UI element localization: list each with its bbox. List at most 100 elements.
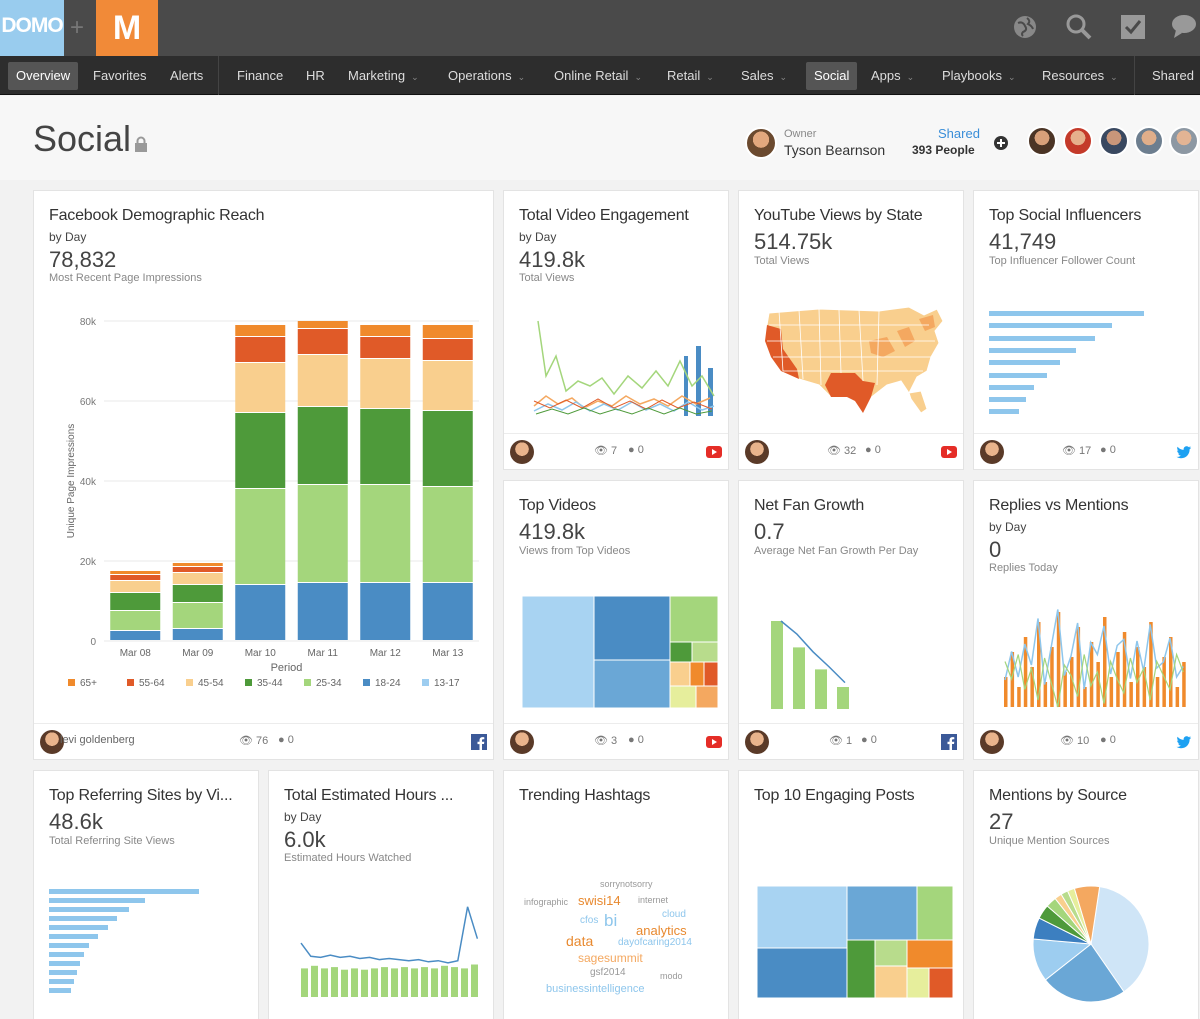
bar-line-chart[interactable] — [297, 889, 483, 999]
owner-avatar[interactable] — [745, 440, 769, 464]
bar — [371, 968, 378, 997]
avatar[interactable] — [1063, 126, 1093, 156]
hashtag-word[interactable]: infographic — [524, 897, 569, 907]
nav-resources[interactable]: Resources ⌄ — [1034, 62, 1126, 90]
owner-avatar[interactable] — [745, 127, 777, 159]
nav-apps[interactable]: Apps ⌄ — [863, 62, 922, 90]
hashtag-word[interactable]: analytics — [636, 923, 687, 938]
card-total-video-engagement[interactable]: Total Video Engagement by Day 419.8k Tot… — [503, 190, 729, 470]
horizontal-bar-chart[interactable] — [49, 889, 229, 1019]
facebook-icon[interactable] — [471, 734, 487, 750]
avatar[interactable] — [1027, 126, 1057, 156]
hashtag-word[interactable]: cfos — [580, 915, 599, 926]
hashtag-word[interactable]: dayofcaring2014 — [618, 937, 692, 948]
card-youtube-views-by-state[interactable]: YouTube Views by State 514.75k Total Vie… — [738, 190, 964, 470]
stacked-bar-chart[interactable]: 0 20k 40k 60k 80k Mar 08 Mar 09 Mar 10 Mar 11 Mar… — [34, 301, 495, 711]
hashtag-word[interactable]: cloud — [662, 909, 686, 920]
treemap-chart[interactable] — [522, 596, 718, 708]
card-footer: 👁 7 ● 0 — [504, 433, 728, 469]
twitter-icon[interactable] — [1176, 734, 1192, 750]
nav-retail[interactable]: Retail ⌄ — [659, 62, 722, 90]
twitter-icon[interactable] — [1176, 444, 1192, 460]
nav-hr[interactable]: HR — [298, 62, 333, 90]
nav-playbooks[interactable]: Playbooks ⌄ — [934, 62, 1024, 90]
card-mentions-by-source[interactable]: Mentions by Source 27 Unique Mention Sou… — [973, 770, 1199, 1019]
youtube-icon[interactable] — [706, 734, 722, 750]
owner-avatar[interactable] — [40, 730, 64, 754]
avatar[interactable] — [1169, 126, 1199, 156]
nav-social[interactable]: Social — [806, 62, 858, 90]
owner-avatar[interactable] — [510, 440, 534, 464]
nav-marketing[interactable]: Marketing ⌄ — [340, 62, 427, 90]
globe-icon[interactable] — [1010, 12, 1040, 42]
comment-count[interactable]: ● 0 — [1100, 444, 1116, 456]
checkbox-icon[interactable] — [1118, 12, 1148, 42]
treemap-cell — [669, 641, 693, 663]
domo-logo[interactable]: DOMO — [0, 0, 64, 56]
card-top-referring-sites[interactable]: Top Referring Sites by Vi... 48.6k Total… — [33, 770, 259, 1019]
card-total-estimated-hours[interactable]: Total Estimated Hours ... by Day 6.0k Es… — [268, 770, 494, 1019]
comment-count[interactable]: ● 0 — [1100, 734, 1116, 746]
shared-label[interactable]: Shared — [938, 126, 980, 141]
card-top-10-engaging-posts[interactable]: Top 10 Engaging Posts — [738, 770, 964, 1019]
card-trending-hashtags[interactable]: Trending Hashtags sorrynotsorry infograph… — [503, 770, 729, 1019]
nav-favorites[interactable]: Favorites — [85, 62, 154, 90]
card-title: YouTube Views by State — [754, 207, 923, 224]
owner-avatar[interactable] — [980, 730, 1004, 754]
card-replies-vs-mentions[interactable]: Replies vs Mentions by Day 0 Replies Tod… — [973, 480, 1199, 760]
card-footer: 👁 10 ● 0 — [974, 723, 1198, 759]
multi-line-chart[interactable] — [532, 316, 718, 421]
comment-count[interactable]: ● 0 — [628, 734, 644, 746]
bar-line-chart[interactable] — [1002, 591, 1192, 709]
hashtag-word[interactable]: modo — [660, 971, 683, 981]
hashtag-word[interactable]: data — [566, 933, 594, 949]
treemap-chart[interactable] — [757, 886, 953, 998]
us-map[interactable] — [759, 301, 949, 416]
word-cloud[interactable]: sorrynotsorry infographic swisi14 internet c… — [504, 871, 730, 1011]
owner-avatar[interactable] — [745, 730, 769, 754]
nav-finance[interactable]: Finance — [229, 62, 291, 90]
comment-count[interactable]: ● 0 — [628, 444, 644, 456]
hashtag-word[interactable]: internet — [638, 895, 669, 905]
facebook-icon[interactable] — [941, 734, 957, 750]
youtube-icon[interactable] — [706, 444, 722, 460]
comment-count[interactable]: ● 0 — [861, 734, 877, 746]
hashtag-word[interactable]: swisi14 — [578, 893, 621, 908]
y-tick-label: 0 — [90, 637, 96, 648]
owner-avatar[interactable] — [510, 730, 534, 754]
nav-online-retail[interactable]: Online Retail ⌄ — [546, 62, 650, 90]
nav-separator — [1134, 56, 1135, 95]
chevron-down-icon: ⌄ — [411, 72, 419, 82]
bar-line-chart[interactable] — [759, 611, 879, 711]
hashtag-word[interactable]: gsf2014 — [590, 967, 626, 978]
hashtag-word[interactable]: sorrynotsorry — [600, 879, 653, 889]
nav-overview[interactable]: Overview — [8, 62, 79, 90]
hashtag-word[interactable]: bi — [604, 911, 618, 930]
hashtag-word[interactable]: businessintelligence — [546, 983, 645, 995]
search-icon[interactable] — [1064, 12, 1094, 42]
owner-avatar[interactable] — [980, 440, 1004, 464]
hashtag-word[interactable]: sagesummit — [578, 951, 643, 965]
youtube-icon[interactable] — [941, 444, 957, 460]
nav-alerts[interactable]: Alerts — [162, 62, 211, 90]
card-subtitle: by Day — [49, 230, 87, 244]
comment-count[interactable]: ● 0 — [278, 734, 294, 746]
chat-icon[interactable] — [1170, 12, 1200, 42]
card-top-social-influencers[interactable]: Top Social Influencers 41,749 Top Influe… — [973, 190, 1199, 470]
avatar[interactable] — [1099, 126, 1129, 156]
nav-operations[interactable]: Operations ⌄ — [440, 62, 533, 90]
card-facebook-demographic-reach[interactable]: Facebook Demographic Reach by Day 78,832… — [33, 190, 494, 760]
add-icon[interactable] — [993, 135, 1009, 151]
card-net-fan-growth[interactable]: Net Fan Growth 0.7 Average Net Fan Growt… — [738, 480, 964, 760]
pie-chart[interactable] — [1026, 879, 1156, 1009]
nav-sales[interactable]: Sales ⌄ — [733, 62, 795, 90]
avatar[interactable] — [1134, 126, 1164, 156]
comment-count[interactable]: ● 0 — [865, 444, 881, 456]
m-logo[interactable]: M — [96, 0, 158, 56]
owner-name[interactable]: Tyson Bearnson — [784, 142, 886, 158]
card-top-videos[interactable]: Top Videos 419.8k Views from Top Videos … — [503, 480, 729, 760]
horizontal-bar-chart[interactable] — [989, 311, 1149, 421]
card-owner-name[interactable]: levi goldenberg — [60, 734, 135, 746]
nav-shared[interactable]: Shared — [1144, 62, 1200, 90]
shared-count[interactable]: 393 People — [912, 143, 975, 157]
